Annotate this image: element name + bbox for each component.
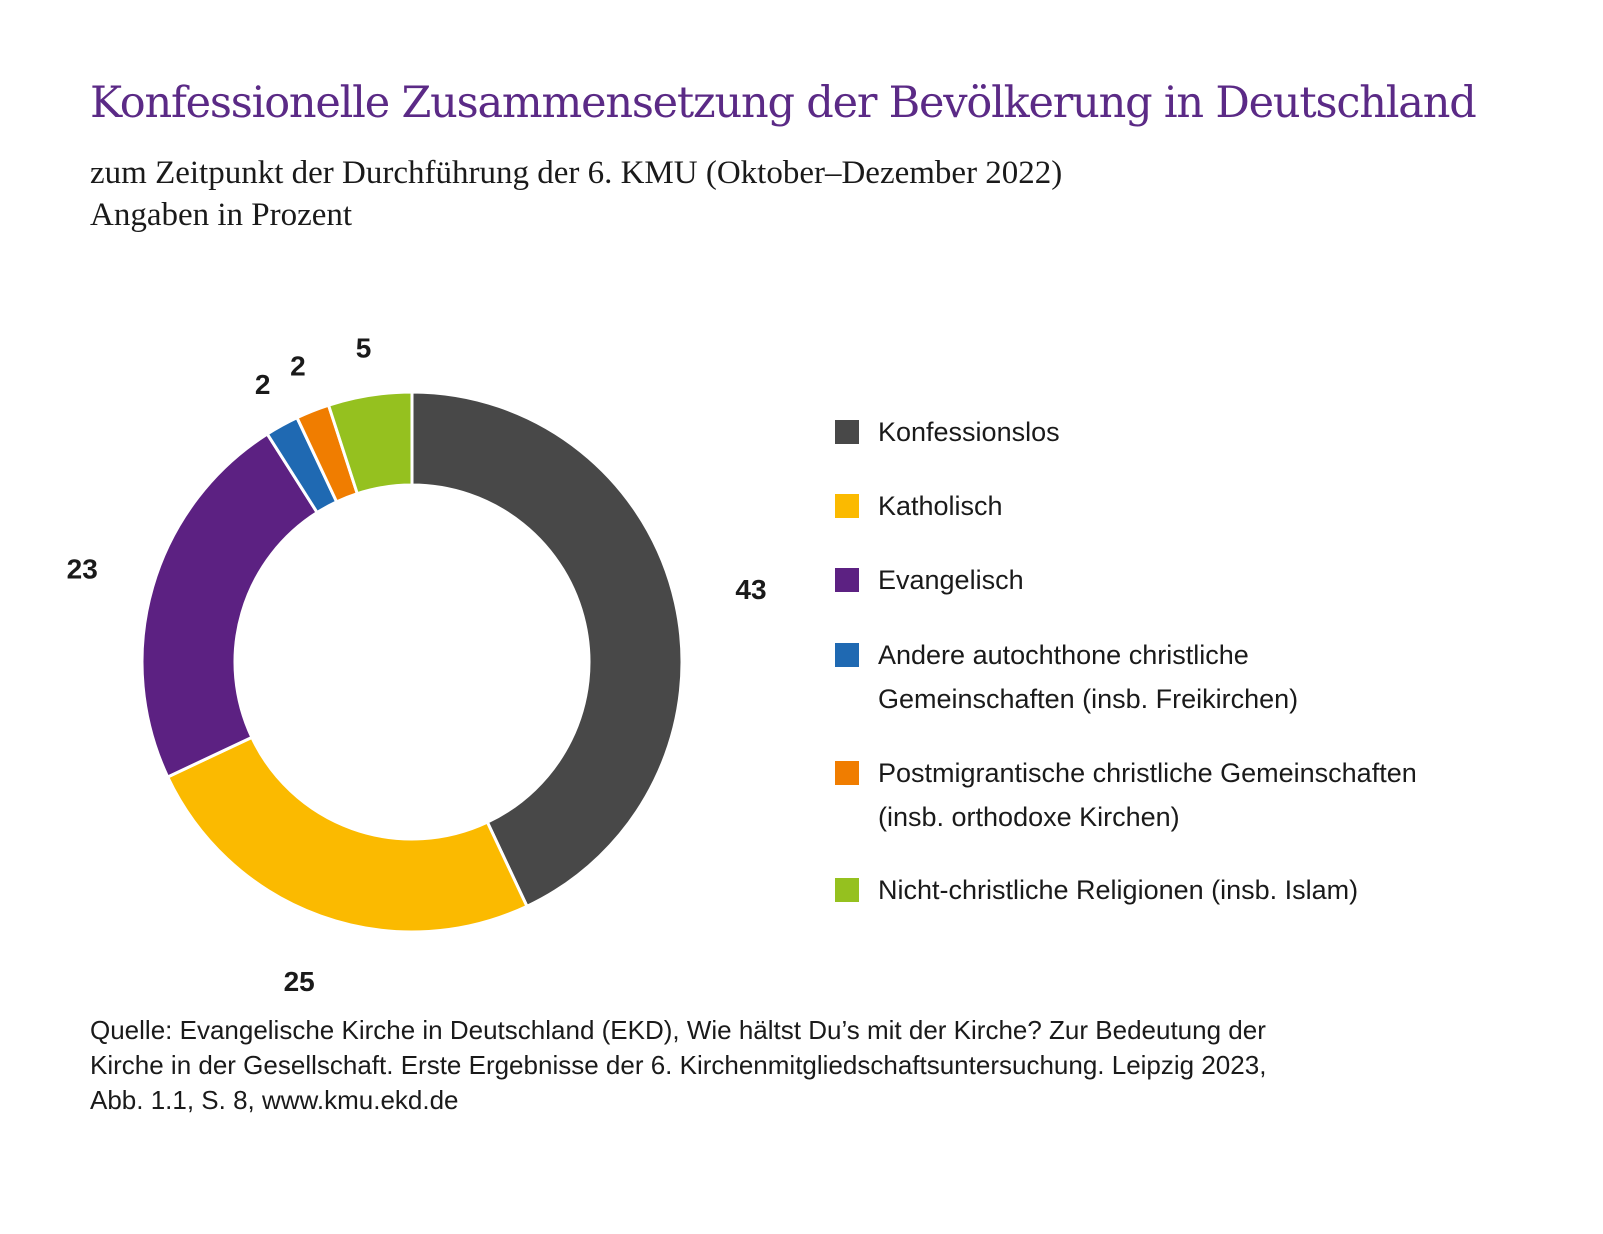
legend-label-line: Katholisch (878, 491, 1003, 521)
legend-label: Evangelisch (878, 558, 1024, 602)
legend-label-line: Nicht-christliche Religionen (insb. Isla… (878, 875, 1359, 905)
legend-swatch (835, 761, 859, 785)
donut-value-label-1: 25 (284, 966, 315, 997)
donut-slice-2 (140, 431, 320, 779)
source-note: Quelle: Evangelische Kirche in Deutschla… (90, 1013, 1266, 1118)
legend-label-line: Gemeinschaften (insb. Freikirchen) (878, 684, 1299, 714)
legend-swatch (835, 494, 859, 518)
legend-label-line: Evangelisch (878, 565, 1024, 595)
donut-value-label-5: 5 (356, 332, 372, 363)
donut-value-label-4: 2 (290, 350, 306, 381)
legend-label: Katholisch (878, 484, 1003, 528)
legend-label-line: Postmigrantische christliche Gemeinschaf… (878, 758, 1417, 788)
chart-title: Konfessionelle Zusammensetzung der Bevöl… (90, 78, 1477, 128)
donut-slice-0 (410, 390, 684, 909)
donut-value-label-0: 43 (735, 574, 766, 605)
source-line: Quelle: Evangelische Kirche in Deutschla… (90, 1015, 1266, 1045)
legend-swatch (835, 643, 859, 667)
legend-swatch (835, 878, 859, 902)
donut-value-label-2: 23 (67, 554, 98, 585)
legend-label-line: (insb. orthodoxe Kirchen) (878, 802, 1180, 832)
donut-value-label-3: 2 (255, 369, 271, 400)
donut-slice-5 (326, 390, 414, 496)
legend-swatch (835, 420, 859, 444)
subtitle-line: Angaben in Prozent (90, 197, 353, 233)
legend-label: Nicht-christliche Religionen (insb. Isla… (878, 868, 1358, 912)
donut-slices (140, 390, 684, 934)
subtitle-line: zum Zeitpunkt der Durchführung der 6. KM… (90, 155, 1063, 191)
source-line: Abb. 1.1, S. 8, www.kmu.ekd.de (90, 1085, 459, 1115)
legend-label-line: Konfessionslos (878, 417, 1060, 447)
legend-label: Konfessionslos (878, 410, 1060, 454)
legend-label: Andere autochthone christliche Gemeinsch… (878, 633, 1298, 721)
legend-label: Postmigrantische christliche Gemeinschaf… (878, 751, 1417, 839)
legend-label-line: Andere autochthone christliche (878, 640, 1249, 670)
donut-slice-1 (165, 735, 529, 934)
chart-subtitle: zum Zeitpunkt der Durchführung der 6. KM… (90, 152, 1062, 236)
source-line: Kirche in der Gesellschaft. Erste Ergebn… (90, 1050, 1267, 1080)
legend-swatch (835, 568, 859, 592)
